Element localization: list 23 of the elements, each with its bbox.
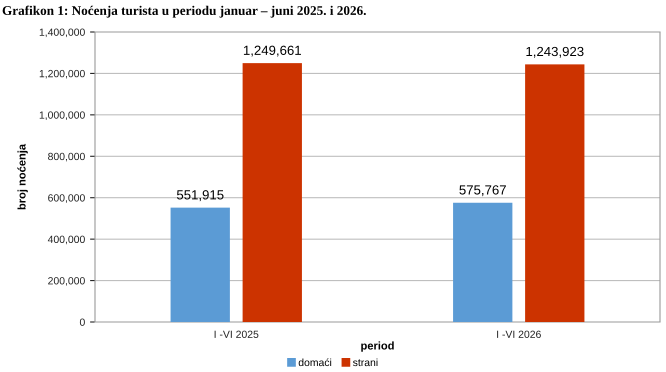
y-tick-label: 1,000,000	[40, 111, 85, 120]
y-tick-label: 400,000	[48, 236, 85, 244]
data-label: 575,767	[459, 185, 506, 196]
x-tick-label: I -VI 2026	[497, 330, 541, 338]
y-tick-label: 600,000	[48, 194, 85, 203]
bar	[242, 63, 302, 322]
bar	[170, 208, 230, 322]
bar	[525, 64, 584, 322]
y-tick-label: 800,000	[48, 152, 85, 162]
legend-label: strani	[352, 358, 378, 366]
x-axis-title: period	[361, 341, 394, 352]
y-axis-title: broj noćenja	[17, 144, 28, 210]
y-tick-label: 0	[80, 318, 85, 326]
y-tick-label: 1,200,000	[40, 70, 85, 79]
y-tick-label: 1,400,000	[40, 28, 85, 38]
y-tick-label: 200,000	[48, 277, 85, 286]
legend-label: domaći	[298, 358, 332, 366]
data-label: 1,243,923	[526, 46, 584, 58]
chart-title: Grafikon 1: Noćenja turista u periodu januar – juni 2025. i 2026.	[2, 6, 366, 18]
data-label: 1,249,661	[244, 46, 301, 57]
x-tick-label: I -VI 2025	[214, 330, 258, 338]
data-label: 551,915	[176, 190, 224, 202]
bar	[453, 202, 512, 322]
